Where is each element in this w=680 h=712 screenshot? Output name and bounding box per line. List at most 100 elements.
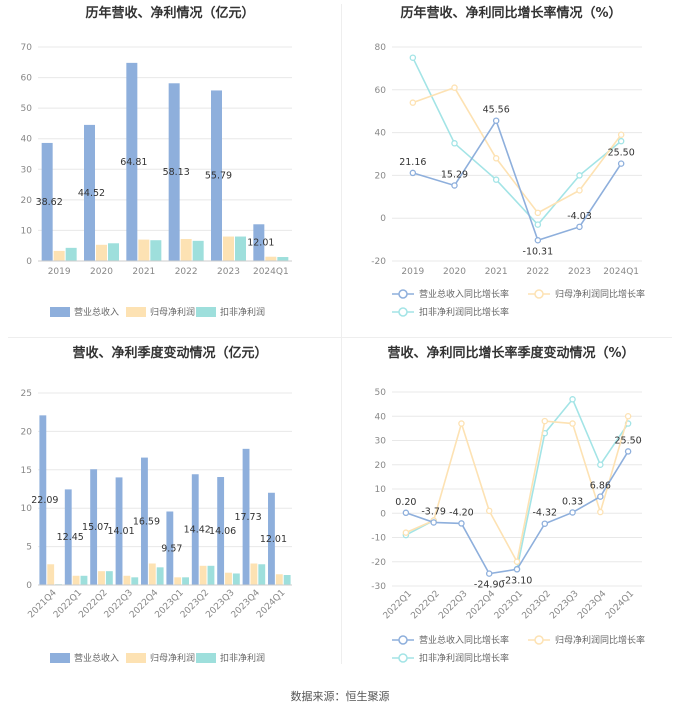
bar bbox=[150, 240, 162, 261]
bar bbox=[131, 577, 139, 585]
bar bbox=[166, 511, 174, 585]
point bbox=[576, 223, 583, 231]
x-tick-label: 2022Q4 bbox=[465, 589, 498, 622]
legend-swatch-icon bbox=[50, 307, 70, 317]
data-label: 38.62 bbox=[36, 197, 63, 208]
bar bbox=[115, 477, 123, 585]
point bbox=[458, 420, 465, 427]
x-tick-label: 2022 bbox=[175, 267, 198, 277]
bar bbox=[192, 240, 204, 261]
y-tick-label: 50 bbox=[21, 104, 33, 114]
annual-bar-chart: 0 10 20 30 40 50 60 70 2019 38.62 2020 44.52 2021 64.… bbox=[21, 43, 292, 318]
data-label: 21.16 bbox=[399, 157, 426, 168]
bar bbox=[72, 575, 80, 585]
point bbox=[617, 137, 625, 145]
point bbox=[541, 520, 549, 527]
point bbox=[624, 413, 632, 420]
legend-marker-icon bbox=[398, 289, 408, 299]
data-label: 9.57 bbox=[161, 543, 182, 554]
legend-label: 归母净利润 bbox=[150, 652, 195, 664]
bar bbox=[258, 564, 266, 585]
point bbox=[451, 140, 458, 147]
x-tick-label: 2023 bbox=[217, 267, 240, 277]
point bbox=[576, 172, 583, 179]
point bbox=[569, 509, 576, 516]
point bbox=[534, 221, 542, 228]
data-label: 12.45 bbox=[57, 532, 84, 543]
point bbox=[597, 493, 604, 500]
data-label: 15.29 bbox=[441, 169, 468, 180]
point bbox=[451, 182, 458, 189]
quarter-bar-chart: 05101520252021Q422.092022Q112.452022Q215… bbox=[21, 389, 292, 664]
x-tick-label: 2020 bbox=[443, 267, 466, 277]
bar bbox=[180, 238, 192, 261]
data-label: 0.20 bbox=[395, 497, 416, 508]
bar bbox=[168, 83, 180, 261]
bar bbox=[232, 573, 240, 585]
bar bbox=[53, 250, 65, 261]
legend-marker-icon bbox=[534, 635, 544, 645]
legend-label: 营业总收入同比增长率 bbox=[419, 634, 509, 646]
x-tick-label: 2022Q3 bbox=[437, 589, 469, 621]
legend-marker-icon bbox=[398, 307, 408, 317]
bar bbox=[108, 243, 119, 261]
bar bbox=[268, 492, 275, 585]
bar bbox=[217, 477, 225, 585]
data-label: 0.33 bbox=[562, 496, 583, 507]
x-tick-label: 2023 bbox=[568, 267, 591, 277]
y-tick-label: 30 bbox=[375, 437, 387, 447]
bar bbox=[275, 574, 283, 585]
data-label: 25.50 bbox=[615, 435, 642, 446]
y-tick-label: 5 bbox=[26, 543, 32, 553]
data-label: 55.79 bbox=[205, 171, 232, 182]
data-label: -10.31 bbox=[523, 246, 554, 257]
x-tick-label: 2021 bbox=[485, 267, 508, 277]
legend-label: 归母净利润同比增长率 bbox=[555, 634, 645, 646]
legend-label: 扣非净利润 bbox=[220, 306, 265, 318]
bar bbox=[138, 239, 150, 261]
y-tick-label: 30 bbox=[21, 165, 33, 175]
bar bbox=[182, 577, 189, 585]
y-tick-label: 20 bbox=[21, 196, 33, 206]
annual-line-panel: 历年营收、净利同比增长率情况（%） -20 0 20 40 60 80 2019 2020 20… bbox=[342, 0, 680, 336]
x-tick-label: 2023Q4 bbox=[576, 589, 609, 622]
bar bbox=[96, 244, 107, 261]
quarter-line-chart: -30-20-10010203040502022Q12022Q22022Q320… bbox=[371, 388, 645, 664]
point bbox=[458, 520, 465, 527]
y-tick-label: -30 bbox=[371, 582, 386, 592]
point bbox=[451, 84, 458, 91]
point bbox=[597, 508, 604, 516]
point bbox=[534, 237, 542, 244]
bar bbox=[64, 489, 72, 585]
chart-title: 历年营收、净利同比增长率情况（%） bbox=[400, 6, 622, 21]
point bbox=[569, 396, 576, 403]
y-tick-label: 0 bbox=[380, 214, 386, 224]
legend-swatch-icon bbox=[196, 307, 216, 317]
bar bbox=[211, 90, 222, 261]
legend-label: 归母净利润 bbox=[150, 306, 195, 318]
bar bbox=[265, 256, 277, 261]
data-label: 15.07 bbox=[82, 522, 109, 533]
quarter-line-panel: 营收、净利同比增长率季度变动情况（%） -30 -20 -10 0 10 20 30 40 50… bbox=[342, 340, 680, 676]
x-tick-label: 2022 bbox=[526, 267, 549, 277]
point bbox=[492, 176, 500, 183]
bar bbox=[191, 474, 199, 585]
bar bbox=[126, 62, 138, 261]
point bbox=[492, 117, 500, 124]
x-tick-label: 2020 bbox=[90, 267, 113, 277]
x-tick-label: 2022Q1 bbox=[382, 589, 414, 621]
bar bbox=[65, 247, 77, 261]
bar bbox=[235, 236, 246, 261]
data-label: 17.73 bbox=[234, 512, 261, 523]
annual-line-chart: -20 0 20 40 60 80 2019 2020 2021 2022 2023 2024Q1 21… bbox=[371, 43, 645, 318]
bar bbox=[141, 457, 148, 585]
bar bbox=[199, 565, 207, 585]
y-tick-label: -10 bbox=[371, 534, 386, 544]
data-label: 58.13 bbox=[163, 167, 190, 178]
bar bbox=[225, 572, 232, 585]
bar bbox=[90, 469, 98, 585]
bar bbox=[105, 571, 113, 585]
x-tick-label: 2023Q2 bbox=[521, 589, 553, 621]
bar bbox=[148, 563, 156, 585]
point bbox=[513, 558, 521, 565]
